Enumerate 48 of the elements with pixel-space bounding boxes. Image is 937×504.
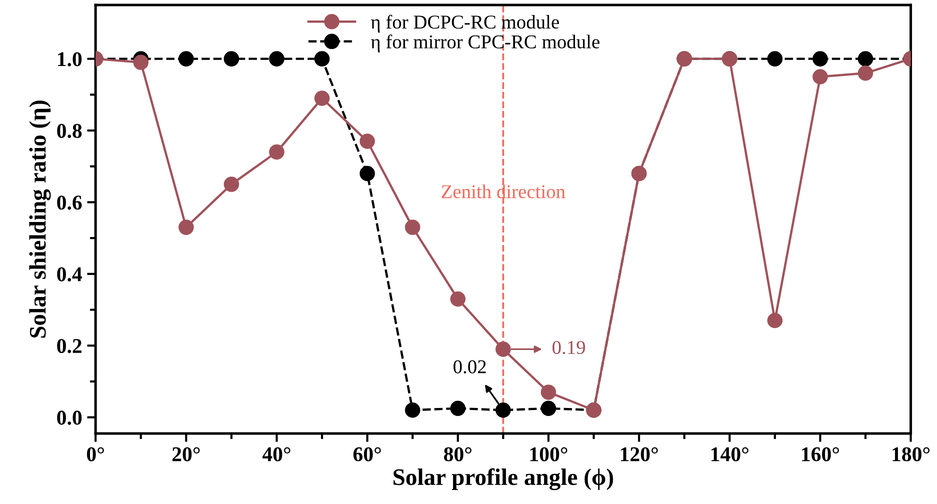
point [133, 54, 148, 70]
x-tick-label: 0° [86, 447, 104, 462]
x-tick-label: 160° [802, 447, 839, 462]
x-tick-label: 100° [530, 447, 568, 462]
point [360, 134, 375, 149]
point [767, 312, 783, 328]
ref-line-label: Zenith direction [442, 184, 566, 198]
y-tick-label: 0.0 [57, 410, 82, 425]
point [450, 400, 466, 416]
x-tick-label: 20° [172, 447, 200, 462]
x-tick-label: 60° [353, 447, 381, 462]
y-tick-label: 0.4 [57, 267, 82, 282]
y-tick-label: 0.2 [57, 338, 82, 354]
point [812, 51, 828, 66]
point [404, 402, 420, 418]
point [767, 51, 783, 66]
x-tick-label: 140° [711, 447, 748, 462]
y-axis-title: Solar shielding ratio (η) [29, 100, 51, 338]
point [269, 144, 284, 160]
point [178, 220, 194, 235]
point [314, 51, 330, 66]
y-tick-label: 0.8 [57, 124, 82, 138]
point [224, 51, 240, 66]
y-tick-label: 1.0 [58, 52, 82, 66]
point [269, 51, 284, 66]
annotation: 0.19 [552, 340, 586, 354]
point [404, 220, 420, 235]
x-tick-label: 120° [620, 447, 658, 462]
x-axis-title: Solar profile angle (ϕ) [394, 468, 614, 490]
point [540, 400, 556, 416]
point [178, 51, 194, 66]
point [812, 69, 828, 84]
legend-label: η for DCPC-RC module [370, 14, 559, 33]
x-tick-label: 180° [892, 447, 930, 462]
point [496, 342, 511, 357]
point [360, 166, 375, 182]
annotation: 0.02 [454, 360, 486, 374]
point [858, 51, 874, 66]
x-tick-label: 80° [444, 447, 472, 462]
legend-label: η for mirror CPC-RC module [370, 34, 600, 52]
point [450, 291, 466, 307]
point [496, 402, 511, 418]
x-tick-label: 40° [262, 447, 290, 462]
point [858, 66, 874, 81]
y-tick-label: 0.6 [57, 196, 82, 210]
point [224, 176, 240, 192]
point [540, 384, 556, 400]
point [314, 90, 330, 106]
